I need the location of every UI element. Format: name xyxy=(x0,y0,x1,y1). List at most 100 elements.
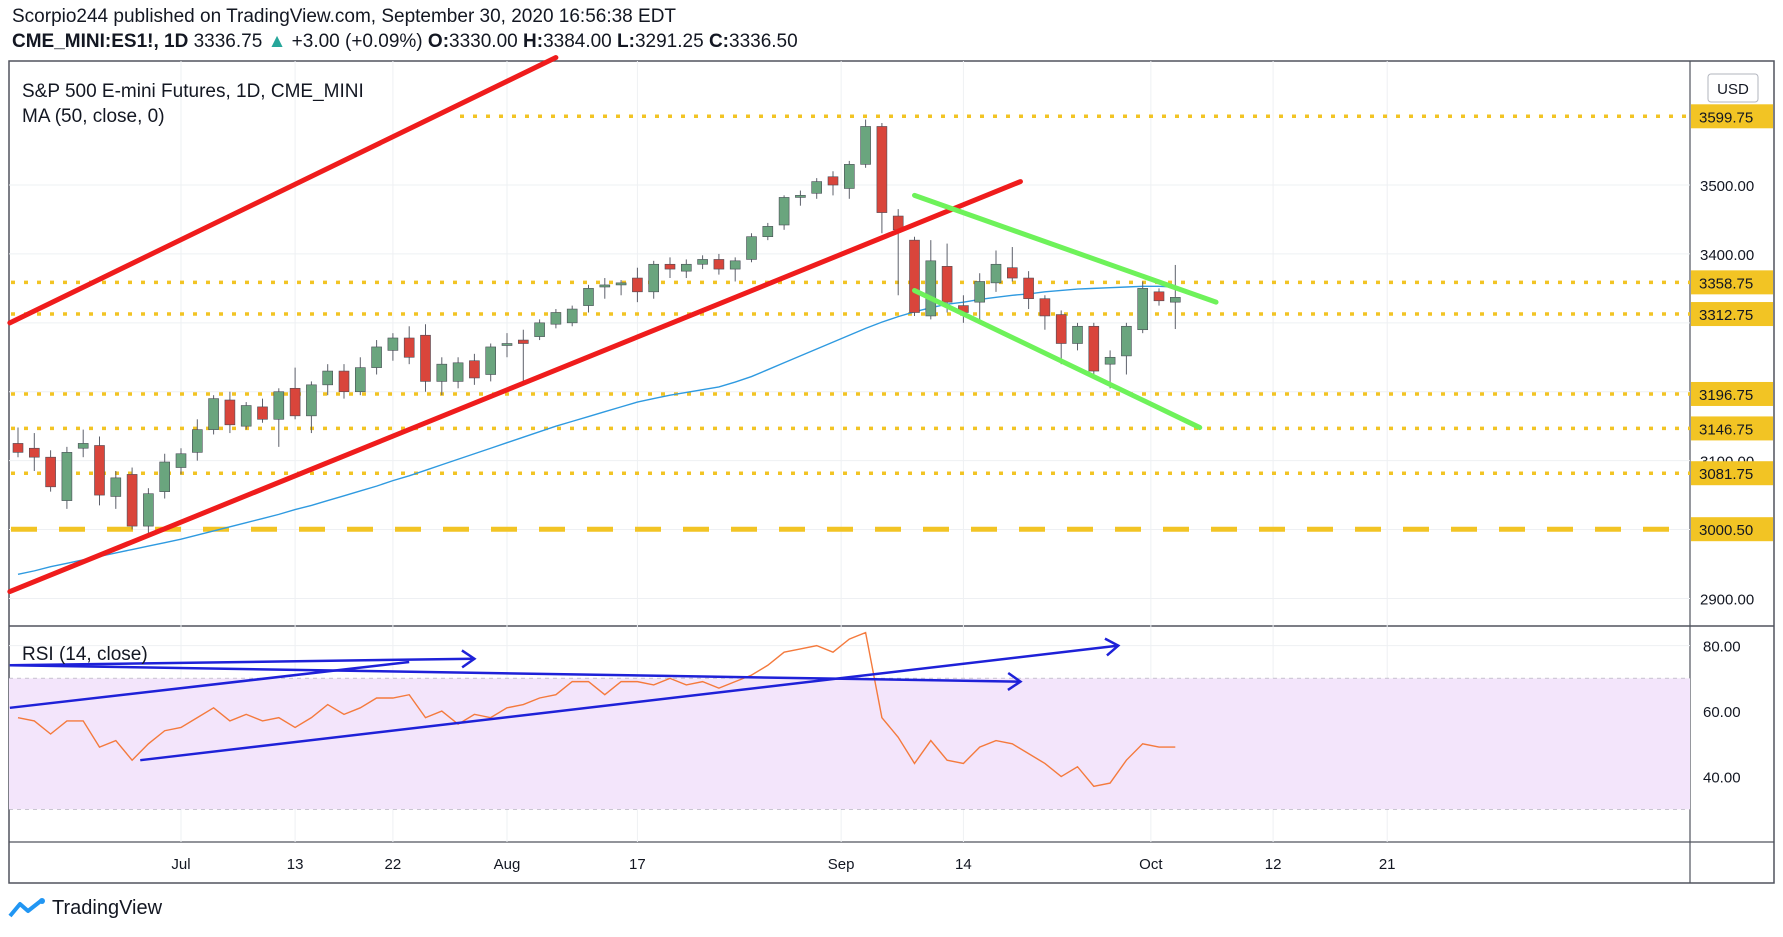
time-tick-label: 14 xyxy=(955,856,972,873)
candle xyxy=(192,419,203,461)
level-label-box xyxy=(1691,270,1773,295)
level-label-box xyxy=(1691,416,1773,441)
candle-body xyxy=(925,260,937,317)
candle-body xyxy=(664,263,676,270)
candle-body xyxy=(860,126,871,165)
candle-body xyxy=(208,398,219,430)
candle xyxy=(1170,264,1181,330)
low-label: L: xyxy=(617,31,635,52)
time-tick-label: 13 xyxy=(287,856,304,873)
publisher-line: Scorpio244 published on TradingView.com,… xyxy=(12,6,677,27)
price-tick-label: 2900.00 xyxy=(1700,591,1754,608)
candle xyxy=(892,209,904,296)
candle xyxy=(257,398,268,423)
candle-body xyxy=(77,443,89,449)
rsi-tick-label: 60.00 xyxy=(1703,704,1741,721)
symbol-name: CME_MINI:ES1!, 1D xyxy=(12,31,189,52)
candle-body xyxy=(974,281,986,303)
price-tick-label: 3500.00 xyxy=(1700,178,1754,195)
level-label-box xyxy=(1691,302,1773,327)
time-tick-label: 12 xyxy=(1265,856,1282,873)
high-label: H: xyxy=(523,31,544,52)
candle-body xyxy=(289,387,301,417)
candle-body xyxy=(28,447,40,458)
candle xyxy=(240,402,252,430)
candle xyxy=(680,259,692,279)
candle xyxy=(371,340,382,375)
time-tick-label: 22 xyxy=(385,856,402,873)
rsi-trendline xyxy=(9,657,475,667)
candle xyxy=(795,190,806,206)
rsi-trendline xyxy=(9,660,410,710)
candle-body xyxy=(697,259,708,265)
candle-body xyxy=(306,384,317,417)
candle xyxy=(778,195,790,230)
candle-body xyxy=(1006,267,1018,279)
time-tick-label: 17 xyxy=(629,856,646,873)
level-label-box xyxy=(1691,517,1773,542)
time-axis: Jul 13 22 Aug 17 Sep 14 Oct 12 21 xyxy=(171,856,1395,873)
candle xyxy=(550,309,562,329)
candle xyxy=(403,326,415,365)
footer-brand[interactable]: TradingView xyxy=(8,897,162,920)
candle-body xyxy=(729,260,741,270)
chart-frame xyxy=(8,60,1775,884)
time-tick-label: 21 xyxy=(1379,856,1396,873)
candle-body xyxy=(126,474,138,527)
candle-body xyxy=(1137,288,1148,331)
candle xyxy=(354,357,366,396)
candle xyxy=(648,260,660,299)
candle xyxy=(909,236,920,316)
rsi-trendline xyxy=(9,664,1021,683)
rsi-trendlines[interactable] xyxy=(9,637,1121,762)
level-label: 3599.75 xyxy=(1699,109,1753,126)
price-levels xyxy=(11,114,1690,532)
arrowhead-icon xyxy=(1007,671,1023,691)
candle-body xyxy=(632,277,643,293)
candle xyxy=(12,427,24,458)
level-label-box xyxy=(1691,381,1773,406)
candle-body xyxy=(159,461,170,492)
trendlines[interactable] xyxy=(7,55,1219,595)
candle-body xyxy=(354,367,366,393)
candle xyxy=(224,391,236,434)
close-value: 3336.50 xyxy=(729,31,798,52)
currency-label[interactable]: USD xyxy=(1717,81,1749,98)
candle-body xyxy=(12,443,24,453)
candle xyxy=(534,319,545,341)
candle-body xyxy=(143,493,154,527)
candle xyxy=(143,488,154,537)
candle xyxy=(1137,281,1148,334)
candle xyxy=(306,381,317,434)
candle-body xyxy=(45,456,56,488)
rsi-legend: RSI (14, close) xyxy=(22,644,148,665)
candle xyxy=(974,273,986,323)
footer-brand-label: TradingView xyxy=(52,897,163,919)
candle-body xyxy=(876,126,888,213)
time-tick-label: Jul xyxy=(171,856,190,873)
candle xyxy=(436,357,448,396)
candle xyxy=(175,448,187,475)
arrowhead-icon xyxy=(461,649,477,669)
last-price: 3336.75 xyxy=(193,31,263,52)
candle xyxy=(566,305,578,327)
candle-body xyxy=(322,370,334,386)
price-level-labels: 3599.75 3358.75 3312.75 3196.75 3146.75 3081.… xyxy=(1691,104,1773,542)
red-trendline xyxy=(7,55,559,326)
candle xyxy=(501,333,513,358)
candle xyxy=(1153,288,1165,306)
arrowhead-icon xyxy=(1104,637,1121,657)
time-tick-label: Oct xyxy=(1139,856,1163,873)
candle xyxy=(1121,322,1132,375)
candle-body xyxy=(795,195,806,198)
rsi-trendline xyxy=(140,644,1119,762)
candle-body xyxy=(1121,325,1132,357)
currency-button[interactable]: USD xyxy=(1707,73,1759,103)
green-channel-line xyxy=(912,287,1203,431)
candle xyxy=(110,470,122,509)
candle xyxy=(811,178,823,199)
candle xyxy=(1023,271,1034,310)
candle-body xyxy=(257,406,268,420)
candle xyxy=(990,250,1002,292)
